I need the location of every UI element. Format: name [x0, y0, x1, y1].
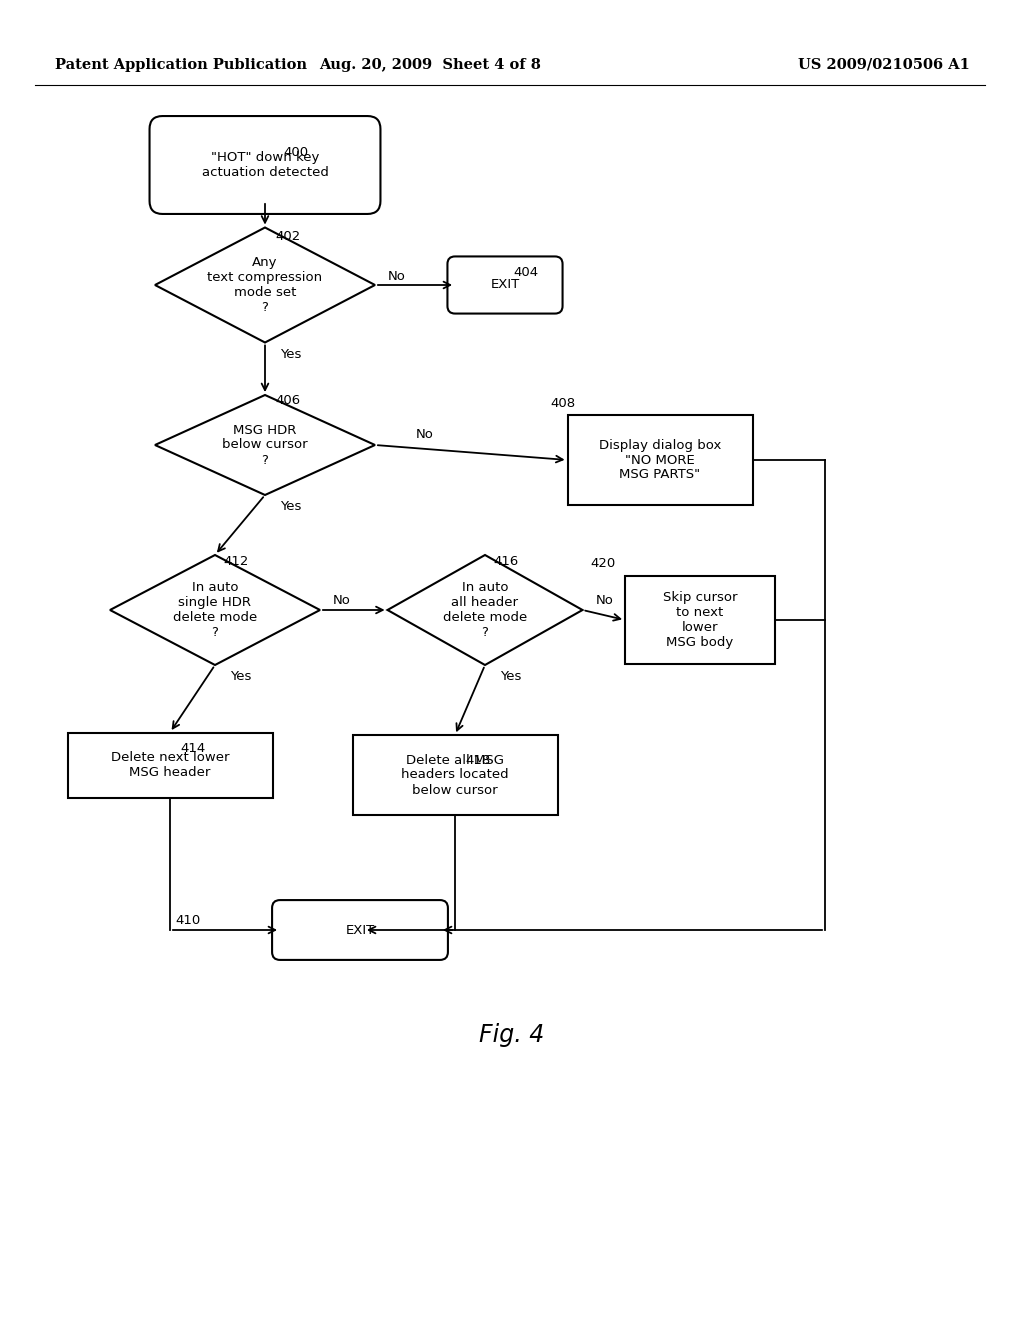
- Text: No: No: [416, 429, 434, 441]
- Text: 404: 404: [513, 267, 539, 279]
- Bar: [68, 733, 272, 797]
- Polygon shape: [387, 554, 583, 665]
- Text: EXIT: EXIT: [490, 279, 519, 292]
- Text: 406: 406: [275, 393, 300, 407]
- Text: Yes: Yes: [280, 348, 301, 360]
- Text: 410: 410: [175, 913, 201, 927]
- Text: MSG HDR
below cursor
?: MSG HDR below cursor ?: [222, 424, 308, 466]
- Text: 412: 412: [223, 554, 249, 568]
- Text: Yes: Yes: [280, 500, 301, 513]
- Bar: [625, 576, 775, 664]
- Text: "HOT" down key
actuation detected: "HOT" down key actuation detected: [202, 150, 329, 180]
- Text: Delete all MSG
headers located
below cursor: Delete all MSG headers located below cur…: [401, 754, 509, 796]
- Bar: [567, 414, 753, 506]
- Text: 414: 414: [180, 742, 205, 755]
- FancyBboxPatch shape: [272, 900, 447, 960]
- FancyBboxPatch shape: [447, 256, 562, 314]
- Text: Delete next lower
MSG header: Delete next lower MSG header: [111, 751, 229, 779]
- Text: Aug. 20, 2009  Sheet 4 of 8: Aug. 20, 2009 Sheet 4 of 8: [319, 58, 541, 73]
- Text: Yes: Yes: [500, 671, 521, 684]
- Text: Skip cursor
to next
lower
MSG body: Skip cursor to next lower MSG body: [663, 591, 737, 649]
- Text: Any
text compression
mode set
?: Any text compression mode set ?: [208, 256, 323, 314]
- Polygon shape: [155, 395, 375, 495]
- Text: Display dialog box
"NO MORE
MSG PARTS": Display dialog box "NO MORE MSG PARTS": [599, 438, 721, 482]
- Text: 420: 420: [590, 557, 615, 570]
- Text: 416: 416: [493, 554, 518, 568]
- Bar: [352, 735, 557, 814]
- Text: EXIT: EXIT: [345, 924, 375, 936]
- Text: No: No: [596, 594, 613, 606]
- Polygon shape: [110, 554, 319, 665]
- Text: No: No: [333, 594, 351, 606]
- Text: 418: 418: [465, 754, 490, 767]
- Text: Fig. 4: Fig. 4: [479, 1023, 545, 1047]
- Text: In auto
all header
delete mode
?: In auto all header delete mode ?: [442, 581, 527, 639]
- FancyBboxPatch shape: [150, 116, 381, 214]
- Text: 400: 400: [283, 147, 308, 158]
- Text: No: No: [388, 271, 406, 284]
- Text: 408: 408: [550, 397, 575, 411]
- Polygon shape: [155, 227, 375, 342]
- Text: US 2009/0210506 A1: US 2009/0210506 A1: [798, 58, 970, 73]
- Text: Patent Application Publication: Patent Application Publication: [55, 58, 307, 73]
- Text: 402: 402: [275, 230, 300, 243]
- Text: In auto
single HDR
delete mode
?: In auto single HDR delete mode ?: [173, 581, 257, 639]
- Text: Yes: Yes: [230, 671, 251, 684]
